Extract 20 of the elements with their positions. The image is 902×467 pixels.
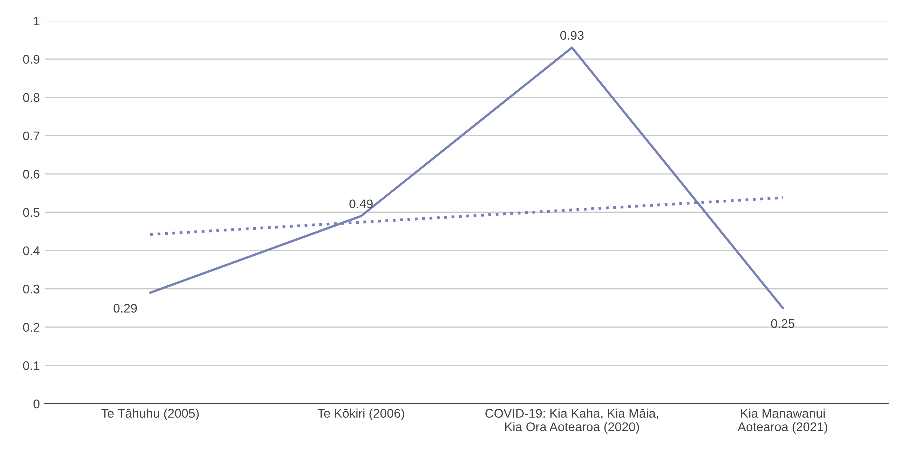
x-tick-label: Te Kōkiri (2006) bbox=[318, 408, 404, 420]
x-tick-label: Te Tāhuhu (2005) bbox=[102, 408, 199, 420]
data-label: 0.29 bbox=[114, 304, 138, 313]
x-tick-label: Kia Manawanui Aotearoa (2021) bbox=[738, 408, 828, 434]
y-tick-label: 0.3 bbox=[23, 284, 40, 294]
y-tick-label: 0.7 bbox=[23, 132, 40, 141]
y-tick-label: 0.5 bbox=[23, 208, 40, 218]
y-tick-label: 0.9 bbox=[23, 55, 40, 64]
data-label: 0.49 bbox=[350, 200, 373, 209]
y-tick-label: 0.1 bbox=[23, 361, 40, 370]
y-tick-label: 0.8 bbox=[23, 93, 40, 102]
line-series bbox=[149, 46, 784, 310]
data-label: 0.25 bbox=[771, 319, 795, 328]
y-tick-label: 0.2 bbox=[23, 323, 40, 332]
y-tick-label: 1 bbox=[34, 16, 40, 26]
y-tick-label: 0 bbox=[34, 400, 40, 409]
x-tick-label: COVID-19: Kia Kaha, Kia Māia, Kia Ora Aotearoa (2020) bbox=[486, 408, 658, 434]
y-tick-label: 0.4 bbox=[23, 246, 40, 256]
y-tick-label: 0.6 bbox=[23, 170, 40, 179]
data-label: 0.93 bbox=[560, 31, 584, 40]
